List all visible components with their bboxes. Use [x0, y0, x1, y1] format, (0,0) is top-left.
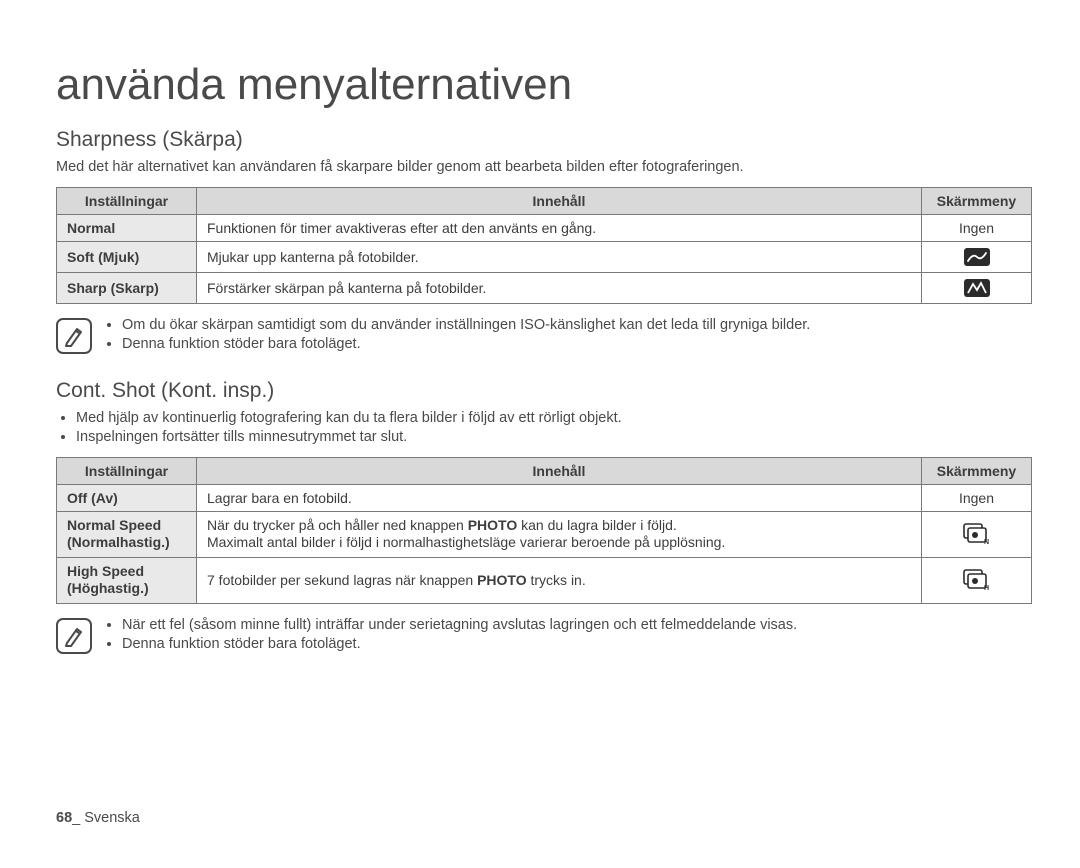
- note-list: Om du ökar skärpan samtidigt som du anvä…: [104, 316, 810, 355]
- content-text: När du trycker på och håller ned knappen: [207, 517, 468, 533]
- cell-content: 7 fotobilder per sekund lagras när knapp…: [197, 557, 922, 603]
- page-number: 68: [56, 810, 72, 826]
- th-settings: Inställningar: [57, 187, 197, 214]
- page-title: använda menyalternativen: [56, 60, 1032, 110]
- bullet-item: Med hjälp av kontinuerlig fotografering …: [76, 409, 1032, 428]
- burst-icon: H: [922, 557, 1032, 603]
- cell-menu: Ingen: [922, 484, 1032, 511]
- table-row: High Speed (Höghastig.) 7 fotobilder per…: [57, 557, 1032, 603]
- setting-line: High Speed: [67, 563, 144, 579]
- setting-line: (Höghastig.): [67, 580, 149, 596]
- contshot-heading: Cont. Shot (Kont. insp.): [56, 379, 1032, 403]
- contshot-table: Inställningar Innehåll Skärmmeny Off (Av…: [56, 457, 1032, 604]
- table-row: Normal Funktionen för timer avaktiveras …: [57, 214, 1032, 241]
- burst-icon: N: [922, 511, 1032, 557]
- cell-content: När du trycker på och håller ned knappen…: [197, 511, 922, 557]
- svg-text:H: H: [984, 585, 989, 592]
- footer-sep: _: [72, 810, 84, 826]
- sharpness-note: Om du ökar skärpan samtidigt som du anvä…: [56, 316, 1032, 355]
- content-text: trycks in.: [527, 572, 586, 588]
- table-row: Sharp (Skarp) Förstärker skärpan på kant…: [57, 272, 1032, 303]
- note-item: Denna funktion stöder bara fotoläget.: [122, 335, 810, 355]
- contshot-bullets: Med hjälp av kontinuerlig fotografering …: [56, 409, 1032, 447]
- note-icon: [56, 618, 92, 654]
- cell-setting: Off (Av): [57, 484, 197, 511]
- th-menu: Skärmmeny: [922, 187, 1032, 214]
- th-content: Innehåll: [197, 457, 922, 484]
- content-text: kan du lagra bilder i följd.: [517, 517, 677, 533]
- content-text: Maximalt antal bilder i följd i normalha…: [207, 534, 725, 550]
- sharpness-table: Inställningar Innehåll Skärmmeny Normal …: [56, 187, 1032, 304]
- svg-text:N: N: [984, 539, 989, 546]
- cell-content: Funktionen för timer avaktiveras efter a…: [197, 214, 922, 241]
- sharpness-heading: Sharpness (Skärpa): [56, 128, 1032, 152]
- sharp-icon: [922, 272, 1032, 303]
- content-text: 7 fotobilder per sekund lagras när knapp…: [207, 572, 477, 588]
- soft-icon: [922, 241, 1032, 272]
- cell-setting: High Speed (Höghastig.): [57, 557, 197, 603]
- sharpness-desc: Med det här alternativet kan användaren …: [56, 158, 1032, 177]
- table-row: Normal Speed (Normalhastig.) När du tryc…: [57, 511, 1032, 557]
- cell-menu: Ingen: [922, 214, 1032, 241]
- setting-line: (Normalhastig.): [67, 534, 170, 550]
- cell-content: Lagrar bara en fotobild.: [197, 484, 922, 511]
- photo-label: PHOTO: [468, 517, 518, 533]
- cell-content: Förstärker skärpan på kanterna på fotobi…: [197, 272, 922, 303]
- table-row: Off (Av) Lagrar bara en fotobild. Ingen: [57, 484, 1032, 511]
- cell-setting: Sharp (Skarp): [57, 272, 197, 303]
- th-content: Innehåll: [197, 187, 922, 214]
- note-item: När ett fel (såsom minne fullt) inträffa…: [122, 616, 797, 636]
- contshot-note: När ett fel (såsom minne fullt) inträffa…: [56, 616, 1032, 655]
- cell-setting: Normal: [57, 214, 197, 241]
- th-settings: Inställningar: [57, 457, 197, 484]
- cell-setting: Soft (Mjuk): [57, 241, 197, 272]
- note-list: När ett fel (såsom minne fullt) inträffa…: [104, 616, 797, 655]
- th-menu: Skärmmeny: [922, 457, 1032, 484]
- bullet-item: Inspelningen fortsätter tills minnesutry…: [76, 428, 1032, 447]
- table-row: Soft (Mjuk) Mjukar upp kanterna på fotob…: [57, 241, 1032, 272]
- setting-line: Normal Speed: [67, 517, 161, 533]
- footer-lang: Svenska: [84, 810, 140, 826]
- note-item: Denna funktion stöder bara fotoläget.: [122, 635, 797, 655]
- cell-setting: Normal Speed (Normalhastig.): [57, 511, 197, 557]
- note-item: Om du ökar skärpan samtidigt som du anvä…: [122, 316, 810, 336]
- photo-label: PHOTO: [477, 572, 527, 588]
- cell-content: Mjukar upp kanterna på fotobilder.: [197, 241, 922, 272]
- note-icon: [56, 318, 92, 354]
- page-footer: 68_ Svenska: [56, 810, 140, 826]
